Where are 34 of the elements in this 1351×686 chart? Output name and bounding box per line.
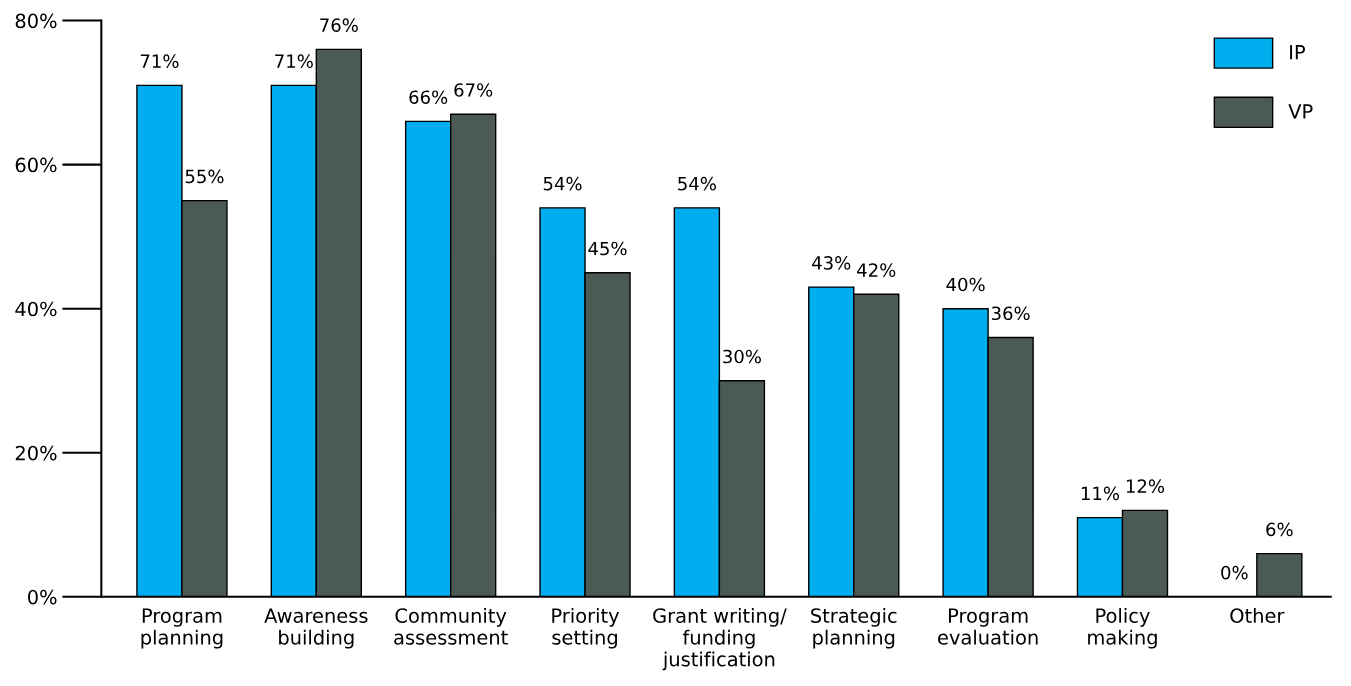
x-tick-label: Program planning [141, 608, 223, 649]
data-label: 76% [320, 18, 358, 32]
y-tick-label: 80% [15, 13, 57, 29]
y-tick-label: 40% [15, 301, 57, 317]
x-tick-label: Other [1230, 607, 1285, 623]
x-tick-label: Priority setting [552, 607, 620, 649]
data-label: 6% [1266, 522, 1293, 537]
data-label: 42% [857, 263, 896, 277]
data-label: 55% [185, 169, 224, 184]
x-tick-label: Strategic planning [811, 607, 897, 649]
x-tick-label: Awareness building [264, 608, 368, 649]
data-label: 67% [454, 83, 493, 97]
y-tick-label: 20% [15, 445, 57, 461]
y-tick-label: 60% [15, 157, 57, 173]
legend-label: VP [1288, 104, 1313, 119]
x-tick-label: Community assessment [394, 607, 508, 645]
data-label: 71% [275, 54, 313, 69]
data-label: 0% [1221, 565, 1248, 580]
data-label: 43% [812, 256, 851, 270]
y-tick-label: 0% [28, 589, 57, 605]
data-label: 54% [678, 176, 716, 191]
data-label: 30% [723, 349, 761, 364]
data-label: 11% [1081, 486, 1120, 501]
data-label: 45% [588, 241, 627, 256]
data-label: 54% [543, 176, 582, 191]
data-label: 66% [409, 90, 448, 105]
data-label: 12% [1126, 479, 1165, 493]
legend-label: IP [1290, 45, 1306, 60]
x-tick-label: Policy making [1088, 607, 1157, 649]
data-label: 71% [140, 54, 179, 69]
x-tick-label: Grant writing/ funding justification [653, 607, 787, 671]
data-label: 40% [946, 277, 985, 292]
data-label: 36% [991, 306, 1030, 321]
x-tick-label: Program evaluation [938, 608, 1038, 645]
